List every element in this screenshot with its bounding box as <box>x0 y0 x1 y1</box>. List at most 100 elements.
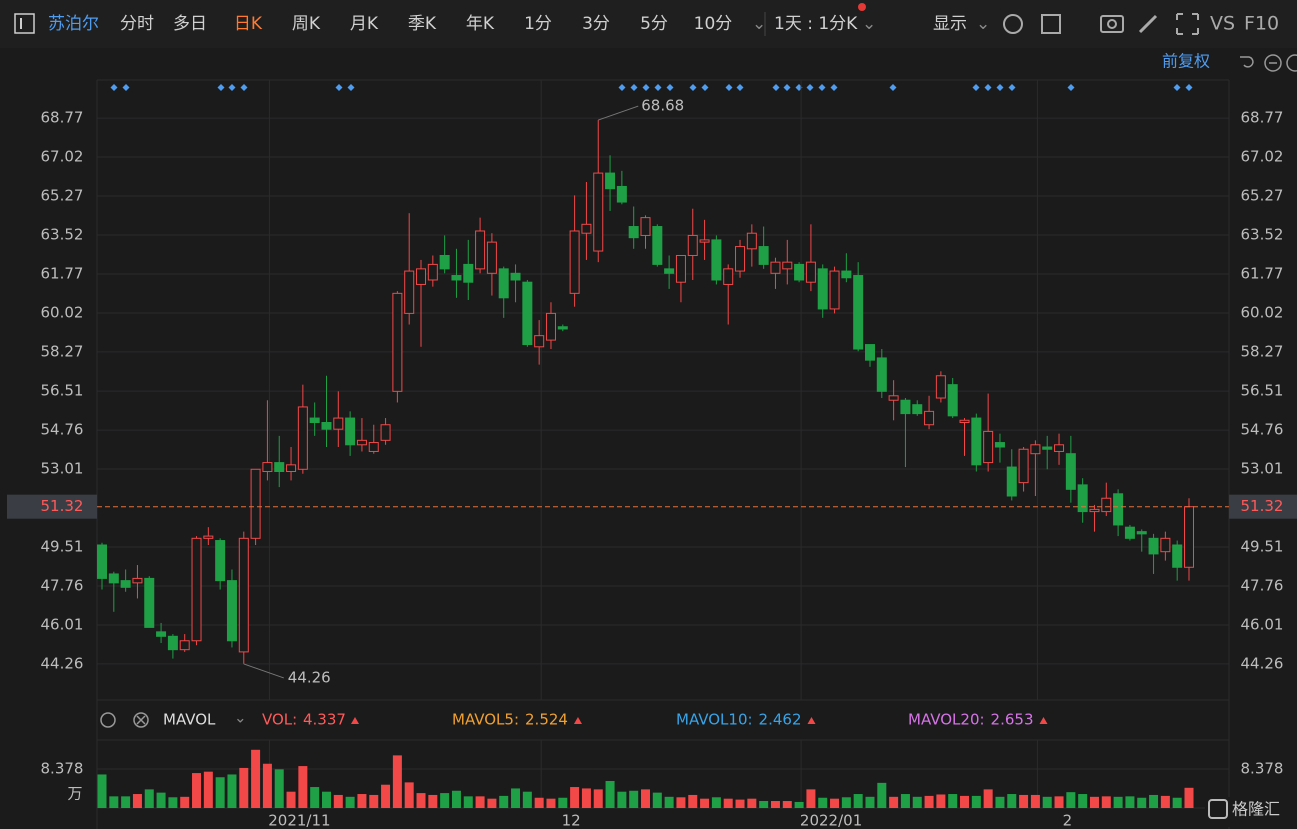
candle-body <box>321 422 332 430</box>
chevron[interactable]: ⌄ <box>862 14 876 34</box>
volume-bar <box>381 784 391 808</box>
volume-tick-label: 8.378 <box>41 759 84 777</box>
interval-select[interactable]: 1天 : 1分K <box>774 14 858 34</box>
candle-body <box>723 268 734 285</box>
volume-bar <box>1019 794 1029 808</box>
candle-body <box>380 424 391 441</box>
volume-bar <box>321 791 331 808</box>
candle-body <box>994 442 1005 448</box>
zoom-out-icon[interactable] <box>1264 54 1282 72</box>
volume-bar <box>735 799 745 808</box>
period-tab[interactable]: 周K <box>292 14 321 34</box>
candle-body <box>864 344 875 361</box>
volume-bar <box>192 773 202 808</box>
candle-body <box>404 270 415 314</box>
period-tab[interactable]: 季K <box>408 14 437 34</box>
candle-body <box>297 406 308 470</box>
volume-bar <box>1030 794 1040 808</box>
zoom-in-icon[interactable] <box>1286 54 1297 72</box>
volume-bar <box>440 793 450 808</box>
candle-body <box>498 268 509 299</box>
period-tab[interactable]: 5分 <box>640 14 668 34</box>
period-tab[interactable]: 分时 <box>120 14 154 34</box>
draw-icon[interactable] <box>1138 14 1158 34</box>
period-tab[interactable]: 3分 <box>582 14 610 34</box>
chevron[interactable]: ⌄ <box>234 709 247 727</box>
chevron[interactable]: ⌄ <box>976 14 990 34</box>
volume-bar <box>629 790 639 808</box>
volume-bar <box>392 755 402 808</box>
settings-icon[interactable] <box>1003 14 1023 34</box>
signal-marker <box>642 84 650 91</box>
volume-bar <box>723 798 733 808</box>
candle-body <box>805 261 816 283</box>
layout-icon[interactable] <box>1041 14 1061 34</box>
signal-marker <box>736 84 744 91</box>
candle-body <box>475 230 486 270</box>
volume-bar <box>558 797 568 808</box>
undo-icon[interactable] <box>1240 56 1254 68</box>
signal-marker <box>972 84 980 91</box>
y-tick-label-right: 56.51 <box>1241 382 1284 400</box>
last-price-label-right: 51.32 <box>1241 497 1284 515</box>
volume-bar <box>262 763 272 808</box>
candle-body <box>664 268 675 274</box>
candle-body <box>782 261 793 270</box>
y-tick-label-right: 49.51 <box>1241 538 1284 556</box>
candle-body <box>534 335 545 348</box>
volume-bar <box>641 789 650 808</box>
volume-bar <box>203 771 213 808</box>
candle-body <box>675 254 686 283</box>
period-tab[interactable]: 日K <box>234 14 263 34</box>
candle-body <box>853 275 864 350</box>
indicator-name[interactable]: MAVOL <box>163 711 216 729</box>
display-menu[interactable]: 显示 <box>933 14 967 34</box>
volume-bar <box>652 792 662 808</box>
stock-name[interactable]: 苏泊尔 <box>48 14 99 34</box>
x-tick-label: 2 <box>1063 812 1073 829</box>
fullscreen-icon[interactable] <box>1176 13 1199 35</box>
camera-icon[interactable] <box>1100 15 1124 33</box>
candle-body <box>274 462 285 473</box>
chevron[interactable]: ⌄ <box>752 14 766 34</box>
up-arrow <box>351 717 359 724</box>
signal-marker <box>228 84 236 91</box>
indicator-settings[interactable] <box>100 712 116 728</box>
volume-bar <box>971 795 981 808</box>
signal-marker <box>818 84 826 91</box>
candle-body <box>1054 444 1065 452</box>
signal-marker <box>110 84 118 91</box>
y-tick-label-right: 53.01 <box>1241 460 1284 478</box>
signal-marker <box>217 84 225 91</box>
candle-body <box>108 573 119 584</box>
candle-body <box>628 226 639 239</box>
vs-button[interactable]: VS <box>1210 13 1235 35</box>
notice-dot <box>858 3 866 11</box>
candle-body <box>392 292 403 392</box>
sidebar-toggle[interactable] <box>14 13 35 34</box>
signal-marker <box>889 84 897 91</box>
period-tab[interactable]: 多日 <box>173 14 207 34</box>
candle-body <box>451 275 462 281</box>
up-arrow <box>573 717 582 724</box>
y-tick-label-right: 58.27 <box>1241 342 1284 360</box>
up-arrow <box>807 717 816 724</box>
indicator-close[interactable] <box>133 712 149 728</box>
indicator-value: 2.524 <box>525 711 568 729</box>
period-tab[interactable]: 10分 <box>694 14 733 34</box>
period-tab[interactable]: 1分 <box>524 14 552 34</box>
icon-part <box>1107 19 1117 29</box>
adjust-select[interactable]: 前复权 <box>1162 52 1210 71</box>
x-tick-label: 12 <box>562 812 581 829</box>
candle-body <box>167 635 178 651</box>
f10-button[interactable]: F10 <box>1244 13 1279 35</box>
candle-body <box>1136 531 1147 535</box>
volume-bar <box>109 796 119 808</box>
period-tab[interactable]: 月K <box>350 14 379 34</box>
period-tab[interactable]: 年K <box>466 14 495 34</box>
candle-body <box>427 263 438 281</box>
candle-body <box>1148 537 1159 555</box>
volume-bar <box>1125 796 1135 808</box>
low-annotation: 44.26 <box>288 668 331 686</box>
